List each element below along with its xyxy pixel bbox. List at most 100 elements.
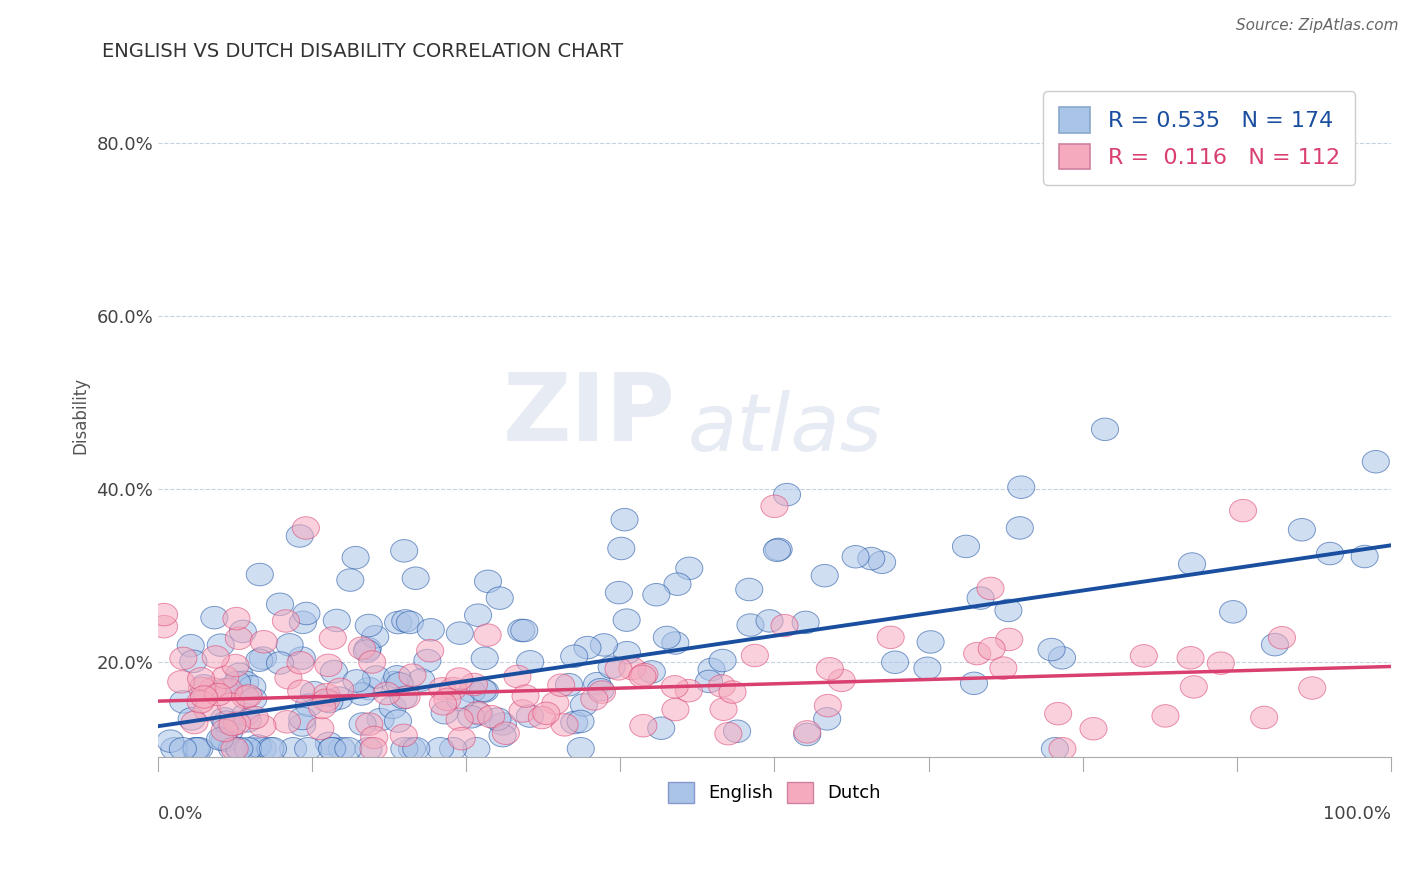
Ellipse shape: [960, 672, 987, 695]
Ellipse shape: [222, 655, 249, 677]
Ellipse shape: [215, 720, 243, 742]
Ellipse shape: [200, 678, 226, 700]
Ellipse shape: [460, 673, 488, 696]
Ellipse shape: [489, 713, 516, 735]
Ellipse shape: [654, 626, 681, 648]
Ellipse shape: [150, 615, 177, 638]
Text: 100.0%: 100.0%: [1323, 805, 1391, 823]
Ellipse shape: [232, 704, 259, 726]
Ellipse shape: [446, 668, 472, 690]
Ellipse shape: [235, 709, 262, 732]
Ellipse shape: [221, 738, 249, 760]
Text: atlas: atlas: [688, 390, 883, 468]
Ellipse shape: [735, 578, 763, 600]
Ellipse shape: [212, 666, 239, 689]
Ellipse shape: [326, 678, 354, 700]
Ellipse shape: [638, 661, 665, 683]
Ellipse shape: [295, 694, 322, 716]
Ellipse shape: [503, 665, 531, 688]
Ellipse shape: [567, 710, 595, 732]
Ellipse shape: [858, 548, 884, 570]
Ellipse shape: [471, 647, 498, 670]
Ellipse shape: [574, 636, 600, 659]
Ellipse shape: [662, 698, 689, 721]
Ellipse shape: [1080, 717, 1107, 740]
Ellipse shape: [391, 724, 418, 747]
Ellipse shape: [741, 644, 769, 666]
Ellipse shape: [697, 658, 725, 681]
Ellipse shape: [446, 708, 474, 731]
Ellipse shape: [273, 610, 299, 632]
Ellipse shape: [288, 680, 315, 703]
Ellipse shape: [294, 738, 322, 760]
Ellipse shape: [169, 738, 197, 760]
Ellipse shape: [356, 713, 382, 735]
Ellipse shape: [356, 677, 382, 700]
Ellipse shape: [354, 638, 381, 660]
Ellipse shape: [561, 645, 588, 667]
Ellipse shape: [551, 714, 578, 736]
Ellipse shape: [963, 642, 991, 665]
Ellipse shape: [612, 508, 638, 531]
Ellipse shape: [465, 703, 492, 725]
Ellipse shape: [359, 651, 385, 673]
Ellipse shape: [177, 634, 204, 657]
Ellipse shape: [648, 717, 675, 739]
Ellipse shape: [287, 524, 314, 547]
Ellipse shape: [814, 694, 841, 717]
Ellipse shape: [211, 679, 239, 701]
Ellipse shape: [588, 681, 616, 703]
Ellipse shape: [1038, 639, 1066, 661]
Ellipse shape: [235, 685, 262, 707]
Ellipse shape: [160, 738, 188, 760]
Ellipse shape: [605, 657, 633, 680]
Ellipse shape: [354, 738, 382, 760]
Text: ENGLISH VS DUTCH DISABILITY CORRELATION CHART: ENGLISH VS DUTCH DISABILITY CORRELATION …: [103, 42, 623, 61]
Ellipse shape: [1362, 450, 1389, 473]
Ellipse shape: [643, 583, 669, 606]
Ellipse shape: [361, 726, 388, 748]
Ellipse shape: [967, 587, 994, 609]
Ellipse shape: [157, 730, 184, 752]
Ellipse shape: [458, 706, 485, 728]
Ellipse shape: [661, 675, 689, 698]
Ellipse shape: [588, 679, 614, 701]
Ellipse shape: [516, 705, 544, 727]
Ellipse shape: [630, 714, 657, 737]
Ellipse shape: [245, 735, 271, 757]
Ellipse shape: [662, 632, 689, 654]
Ellipse shape: [288, 714, 316, 736]
Ellipse shape: [235, 738, 262, 760]
Ellipse shape: [432, 701, 458, 724]
Ellipse shape: [246, 563, 273, 586]
Ellipse shape: [718, 681, 747, 703]
Ellipse shape: [187, 690, 214, 713]
Ellipse shape: [793, 721, 821, 743]
Ellipse shape: [1045, 702, 1071, 725]
Ellipse shape: [508, 619, 534, 641]
Ellipse shape: [413, 649, 441, 672]
Ellipse shape: [181, 711, 208, 734]
Ellipse shape: [828, 669, 855, 691]
Ellipse shape: [463, 738, 489, 760]
Ellipse shape: [167, 671, 195, 693]
Ellipse shape: [225, 738, 253, 760]
Ellipse shape: [396, 611, 423, 633]
Ellipse shape: [773, 483, 800, 506]
Ellipse shape: [709, 674, 735, 698]
Ellipse shape: [449, 728, 475, 750]
Ellipse shape: [756, 609, 783, 632]
Ellipse shape: [478, 706, 505, 728]
Ellipse shape: [349, 713, 377, 735]
Ellipse shape: [1261, 633, 1288, 656]
Text: Source: ZipAtlas.com: Source: ZipAtlas.com: [1236, 18, 1399, 33]
Ellipse shape: [207, 634, 235, 657]
Ellipse shape: [337, 569, 364, 591]
Ellipse shape: [1268, 626, 1295, 649]
Ellipse shape: [312, 683, 340, 706]
Ellipse shape: [187, 667, 215, 690]
Ellipse shape: [724, 720, 751, 742]
Ellipse shape: [619, 657, 645, 680]
Ellipse shape: [335, 738, 361, 760]
Ellipse shape: [418, 618, 444, 641]
